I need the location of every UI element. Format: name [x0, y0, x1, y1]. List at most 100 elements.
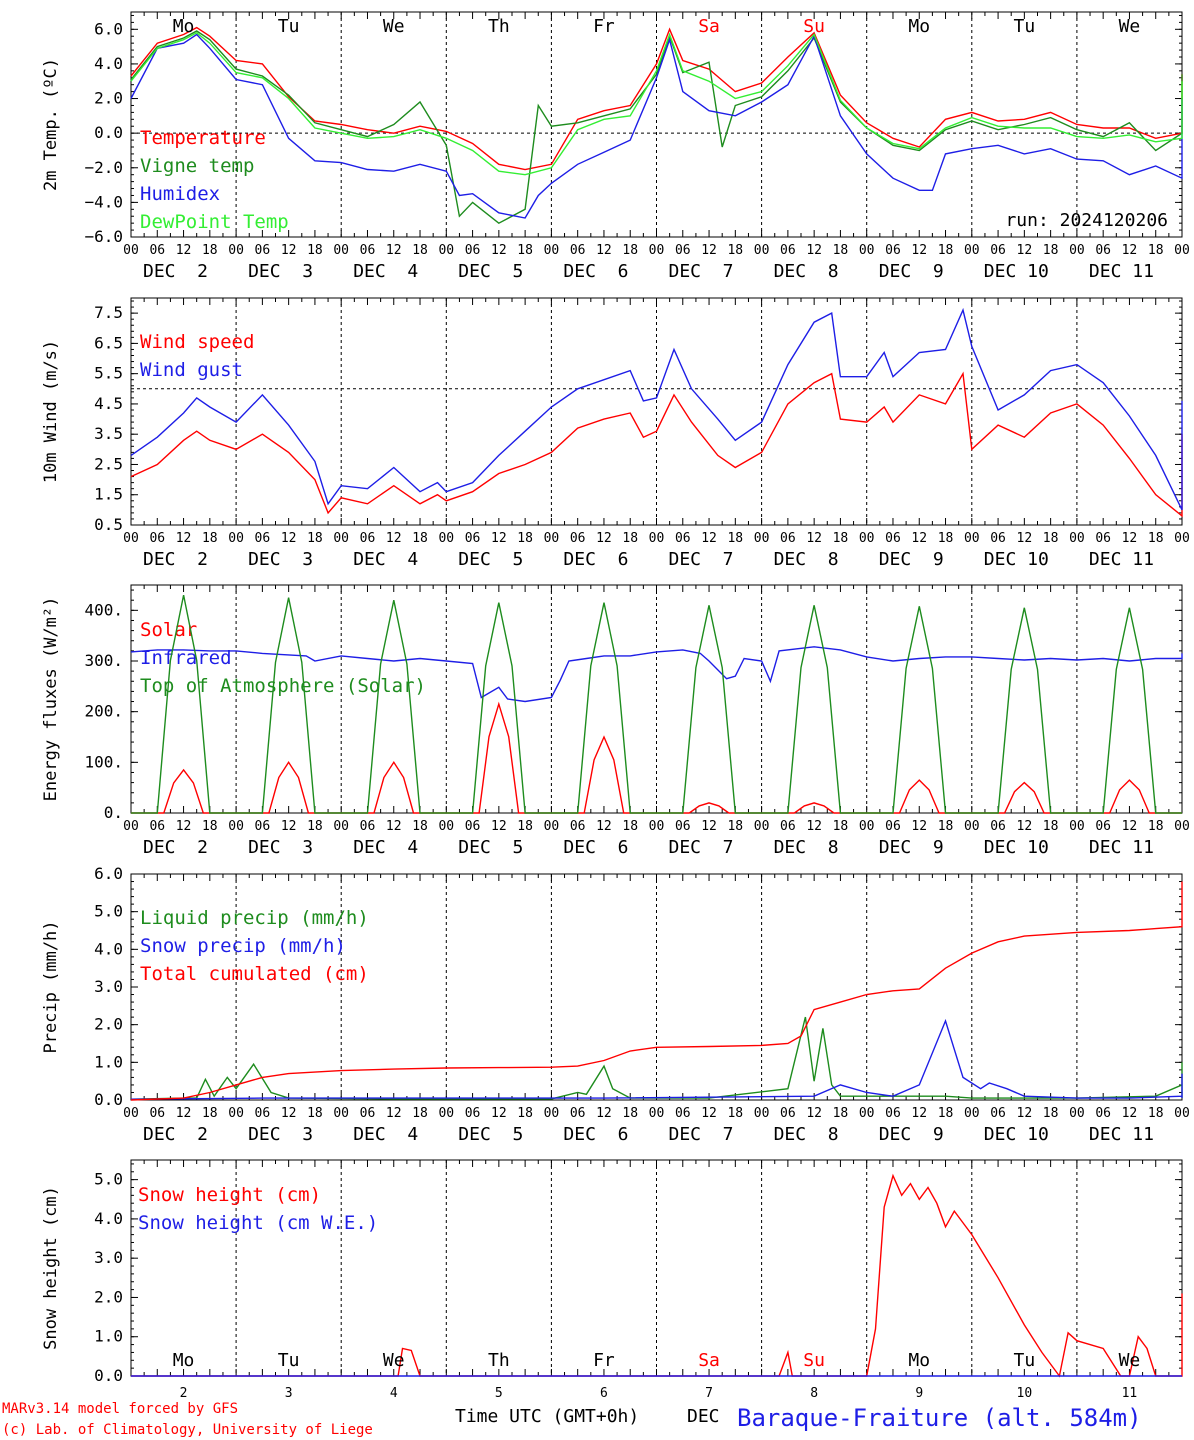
hour-label: 12 — [491, 819, 507, 834]
date-label: DEC 2 — [143, 261, 208, 282]
hour-label: 12 — [176, 819, 192, 834]
date-label: DEC 6 — [563, 837, 628, 858]
date-label: DEC 4 — [353, 549, 418, 570]
hour-label: 18 — [727, 1106, 743, 1121]
hour-label: 12 — [596, 243, 612, 258]
day-number: 3 — [285, 1386, 293, 1401]
hour-label: 18 — [833, 531, 849, 546]
hour-label: 00 — [1174, 243, 1190, 258]
hour-label: 06 — [149, 243, 165, 258]
hour-label: 18 — [412, 243, 428, 258]
hour-label: 06 — [1095, 243, 1111, 258]
hour-label: 18 — [622, 243, 638, 258]
series-line-red — [130, 371, 1183, 518]
date-label: DEC 8 — [774, 549, 839, 570]
y-tick-label: 4.0 — [94, 1209, 123, 1228]
series-line-lightgreen — [130, 31, 1183, 176]
hour-label: 12 — [911, 1106, 927, 1121]
hour-label: 12 — [701, 531, 717, 546]
hour-label: 18 — [1043, 531, 1059, 546]
date-label: DEC 2 — [143, 549, 208, 570]
y-tick-label: 2.0 — [94, 89, 123, 108]
y-tick-label: 1.0 — [94, 1327, 123, 1346]
hour-label: 12 — [806, 1106, 822, 1121]
series-line-red — [131, 1173, 1183, 1378]
day-label: Th — [488, 16, 510, 37]
hour-label: 00 — [649, 243, 665, 258]
hour-label: 06 — [990, 819, 1006, 834]
hour-label: 00 — [333, 819, 349, 834]
hour-label: 06 — [780, 531, 796, 546]
hour-label: 18 — [938, 531, 954, 546]
day-label: Tu — [1014, 1350, 1036, 1371]
date-label: DEC 11 — [1089, 261, 1154, 282]
date-label: DEC 9 — [879, 837, 944, 858]
date-label: DEC 2 — [143, 1124, 208, 1145]
date-label: DEC 4 — [353, 1124, 418, 1145]
hour-label: 00 — [333, 531, 349, 546]
day-number: 8 — [810, 1386, 818, 1401]
hour-label: 18 — [1148, 531, 1164, 546]
date-label: DEC 11 — [1089, 837, 1154, 858]
hour-label: 12 — [596, 531, 612, 546]
day-label: Sa — [698, 16, 720, 37]
hour-label: 00 — [649, 1106, 665, 1121]
date-label: DEC 5 — [458, 549, 523, 570]
hour-label: 18 — [307, 1106, 323, 1121]
date-label: DEC 11 — [1089, 1124, 1154, 1145]
day-number: 6 — [600, 1386, 608, 1401]
legend-entry: Vigne temp — [140, 155, 254, 177]
hour-label: 18 — [727, 243, 743, 258]
hour-label: 18 — [202, 243, 218, 258]
date-label: DEC 6 — [563, 261, 628, 282]
hour-label: 00 — [1174, 819, 1190, 834]
date-label: DEC 3 — [248, 837, 313, 858]
hour-label: 18 — [202, 819, 218, 834]
hour-label: 18 — [517, 531, 533, 546]
hour-label: 00 — [333, 243, 349, 258]
day-label: We — [1119, 16, 1141, 37]
day-number: 10 — [1017, 1386, 1033, 1401]
hour-label: 06 — [360, 243, 376, 258]
hour-label: 18 — [622, 819, 638, 834]
hour-label: 06 — [1095, 531, 1111, 546]
hour-label: 00 — [1069, 531, 1085, 546]
hour-label: 06 — [675, 819, 691, 834]
y-tick-label: 7.5 — [94, 303, 123, 322]
hour-label: 12 — [281, 1106, 297, 1121]
y-axis-label: Snow height (cm) — [41, 1186, 61, 1350]
legend-entry: Humidex — [140, 183, 220, 205]
hour-label: 06 — [570, 243, 586, 258]
date-label: DEC 7 — [669, 261, 734, 282]
hour-label: 00 — [438, 531, 454, 546]
y-tick-label: 2.5 — [94, 454, 123, 473]
hour-label: 12 — [386, 243, 402, 258]
hour-label: 06 — [465, 243, 481, 258]
hour-label: 18 — [833, 243, 849, 258]
hour-label: 00 — [1069, 819, 1085, 834]
hour-label: 06 — [149, 1106, 165, 1121]
series-line-blue — [130, 646, 1183, 703]
date-label: DEC 7 — [669, 837, 734, 858]
date-label: DEC 7 — [669, 1124, 734, 1145]
hour-label: 18 — [727, 531, 743, 546]
date-label: DEC 8 — [774, 1124, 839, 1145]
hour-label: 00 — [754, 1106, 770, 1121]
hour-label: 00 — [438, 1106, 454, 1121]
hour-label: 12 — [806, 531, 822, 546]
hour-label: 12 — [1017, 819, 1033, 834]
footer-credit-lab: (c) Lab. of Climatology, University of L… — [2, 1422, 373, 1438]
y-tick-label: 0. — [104, 803, 123, 822]
series-line-blue — [130, 307, 1183, 511]
hour-label: 06 — [885, 1106, 901, 1121]
hour-label: 00 — [859, 531, 875, 546]
hour-label: 00 — [544, 1106, 560, 1121]
y-tick-label: 1.0 — [94, 1052, 123, 1071]
hour-label: 12 — [701, 819, 717, 834]
legend-entry: Total cumulated (cm) — [140, 963, 369, 985]
hour-label: 06 — [885, 531, 901, 546]
hour-label: 00 — [438, 819, 454, 834]
x-axis-title: Time UTC (GMT+0h) — [455, 1406, 639, 1427]
day-label: Th — [488, 1350, 510, 1371]
